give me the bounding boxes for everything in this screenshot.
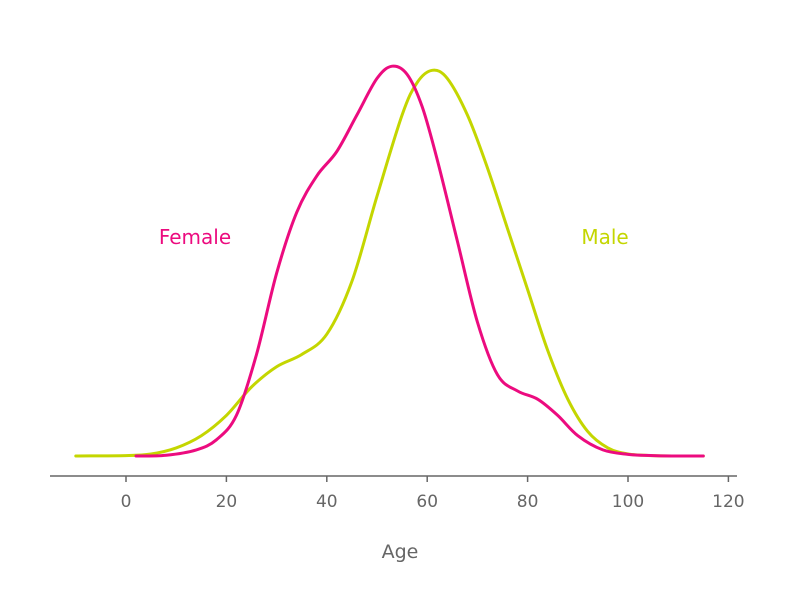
x-tick-label: 0: [121, 492, 132, 512]
series-label-male: Male: [581, 225, 628, 249]
x-tick-label: 100: [612, 492, 644, 512]
series-line-male: [74, 68, 705, 458]
x-tick-label: 40: [316, 492, 338, 512]
series-line-female: [134, 64, 705, 458]
x-tick-label: 80: [517, 492, 539, 512]
x-tick-label: 120: [712, 492, 744, 512]
series-label-female: Female: [159, 225, 231, 249]
x-axis-ticks: 0 20 40 60 80 100 120: [121, 476, 745, 512]
x-tick-label: 20: [216, 492, 238, 512]
x-axis-title: Age: [382, 541, 419, 563]
x-tick-label: 60: [416, 492, 438, 512]
series-lines: [74, 64, 705, 458]
